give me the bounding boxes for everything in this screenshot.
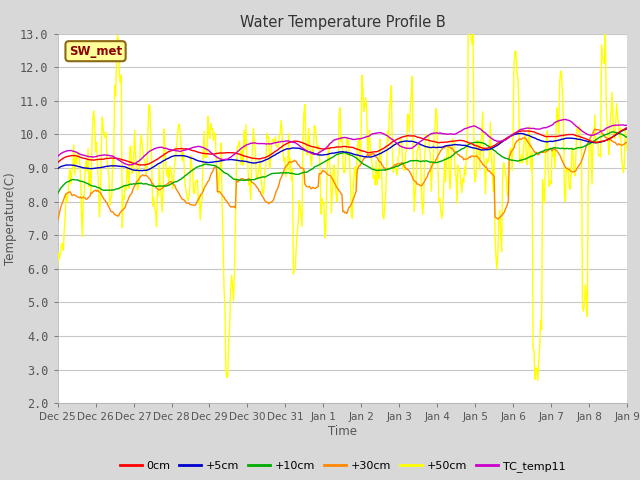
+5cm	[435, 144, 443, 150]
+30cm	[154, 187, 162, 193]
+30cm	[483, 165, 490, 170]
Title: Water Temperature Profile B: Water Temperature Profile B	[239, 15, 445, 30]
+10cm	[54, 191, 61, 196]
+5cm	[54, 166, 61, 172]
+50cm	[154, 193, 162, 199]
Line: TC_temp11: TC_temp11	[58, 120, 627, 165]
+50cm	[54, 264, 61, 270]
Y-axis label: Temperature(C): Temperature(C)	[4, 172, 17, 265]
+50cm	[312, 124, 319, 130]
+30cm	[200, 186, 208, 192]
TC_temp11	[390, 138, 398, 144]
Line: +30cm: +30cm	[58, 129, 627, 221]
+50cm	[484, 160, 492, 166]
+5cm	[201, 159, 209, 165]
TC_temp11	[623, 122, 631, 128]
Line: +50cm: +50cm	[58, 15, 627, 381]
TC_temp11	[201, 145, 209, 151]
+50cm	[200, 128, 208, 134]
+50cm	[465, 12, 472, 18]
Text: SW_met: SW_met	[69, 45, 122, 58]
+30cm	[389, 163, 397, 169]
Line: +5cm: +5cm	[58, 129, 627, 171]
0cm	[312, 144, 320, 150]
+5cm	[138, 168, 146, 174]
+5cm	[390, 142, 398, 148]
X-axis label: Time: Time	[328, 425, 357, 438]
+10cm	[154, 183, 162, 189]
+50cm	[534, 378, 541, 384]
+50cm	[434, 164, 442, 169]
+10cm	[623, 134, 631, 140]
+10cm	[434, 159, 442, 165]
+30cm	[434, 153, 442, 158]
+30cm	[623, 139, 631, 145]
+30cm	[591, 126, 598, 132]
+10cm	[483, 142, 490, 148]
0cm	[136, 162, 144, 168]
+5cm	[156, 160, 163, 166]
TC_temp11	[435, 131, 443, 136]
0cm	[484, 145, 492, 151]
+5cm	[312, 151, 320, 157]
+10cm	[200, 162, 208, 168]
+10cm	[389, 165, 397, 170]
0cm	[623, 125, 631, 131]
+5cm	[484, 147, 492, 153]
TC_temp11	[484, 132, 492, 138]
TC_temp11	[561, 117, 569, 122]
Line: +10cm: +10cm	[58, 132, 627, 193]
+50cm	[389, 169, 397, 175]
TC_temp11	[54, 154, 61, 159]
TC_temp11	[156, 144, 163, 150]
0cm	[156, 155, 163, 161]
Line: 0cm: 0cm	[58, 128, 627, 165]
+30cm	[54, 218, 61, 224]
+50cm	[623, 148, 631, 154]
+10cm	[312, 164, 319, 169]
TC_temp11	[312, 151, 320, 157]
0cm	[201, 151, 209, 156]
0cm	[435, 140, 443, 145]
+30cm	[312, 186, 319, 192]
+5cm	[623, 126, 631, 132]
0cm	[54, 160, 61, 166]
0cm	[390, 138, 398, 144]
TC_temp11	[125, 162, 132, 168]
Legend: 0cm, +5cm, +10cm, +30cm, +50cm, TC_temp11: 0cm, +5cm, +10cm, +30cm, +50cm, TC_temp1…	[115, 457, 570, 477]
+10cm	[608, 129, 616, 135]
